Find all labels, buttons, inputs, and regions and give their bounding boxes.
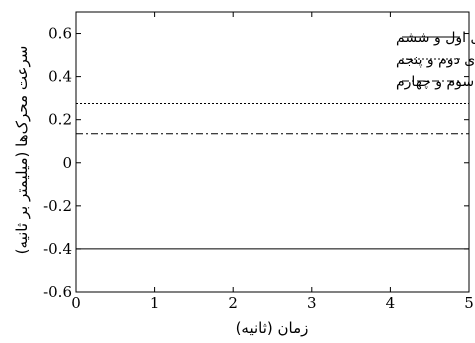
- x-tick-label: 5: [464, 294, 474, 312]
- legend-label-3: پایه‌ی سوم و چهارم: [396, 74, 475, 90]
- y-tick-label: -0.4: [43, 240, 72, 258]
- y-tick-label: 0: [62, 154, 72, 172]
- x-tick-label: 1: [150, 294, 160, 312]
- plot-frame: [75, 11, 470, 293]
- legend-label-1: پایه‌ی اول و ششم: [396, 30, 475, 46]
- x-tick-label: 3: [307, 294, 317, 312]
- series-layer: [76, 103, 469, 250]
- ticks-layer: 0 1 2 3 4 5 -0.6 -0.4 -0.2 0 0.2 0.4 0.6: [43, 12, 474, 312]
- x-axis-label: زمان (ثانیه): [236, 319, 309, 337]
- x-tick-label: 4: [386, 294, 396, 312]
- y-tick-label: 0.6: [48, 25, 72, 43]
- y-tick-label: -0.2: [43, 197, 72, 215]
- y-tick-label: 0.2: [48, 111, 72, 129]
- y-tick-label: -0.6: [43, 283, 72, 301]
- x-tick-label: 0: [71, 294, 81, 312]
- legend-label-2: پایه‌ی دوم و پنجم: [396, 52, 475, 68]
- x-tick-label: 2: [228, 294, 238, 312]
- legend: پایه‌ی اول و ششم پایه‌ی دوم و پنجم پایه‌ی …: [396, 30, 475, 90]
- y-axis-label: سرعت محرک‌ها (میلیمتر بر ثانیه): [13, 46, 31, 255]
- y-tick-label: 0.4: [48, 68, 72, 86]
